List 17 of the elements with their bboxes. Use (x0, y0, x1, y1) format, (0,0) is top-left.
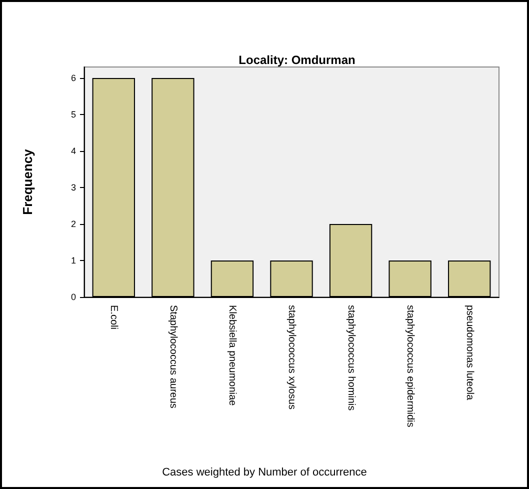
y-tick-label: 0 (70, 292, 76, 302)
y-tick-label: 3 (70, 182, 76, 192)
y-tick-label: 5 (70, 109, 76, 120)
x-tick-label: staphylococcus epidermidis (404, 305, 416, 428)
text: Cases weighted by Number of occurrence (162, 466, 367, 478)
y-tick-label: 2 (70, 218, 76, 229)
x-tick-label: Staphylococcus aureus (167, 305, 178, 408)
x-tick-label: pseudomonas luteola (464, 305, 475, 401)
y-axis-title: Frequency (20, 148, 35, 215)
y-tick-label: 4 (70, 146, 76, 156)
chart-title: Locality: Omdurman (238, 53, 356, 67)
x-tick-label: Klebsiella pneumoniae (226, 305, 238, 406)
x-tick-label: staphylococcus hominis (345, 305, 356, 411)
y-tick-label: 6 (70, 72, 76, 83)
x-tick-label: staphylococcus xylosus (286, 305, 297, 410)
y-tick-label: 1 (70, 255, 76, 266)
x-tick-label: E.coli (108, 305, 120, 330)
